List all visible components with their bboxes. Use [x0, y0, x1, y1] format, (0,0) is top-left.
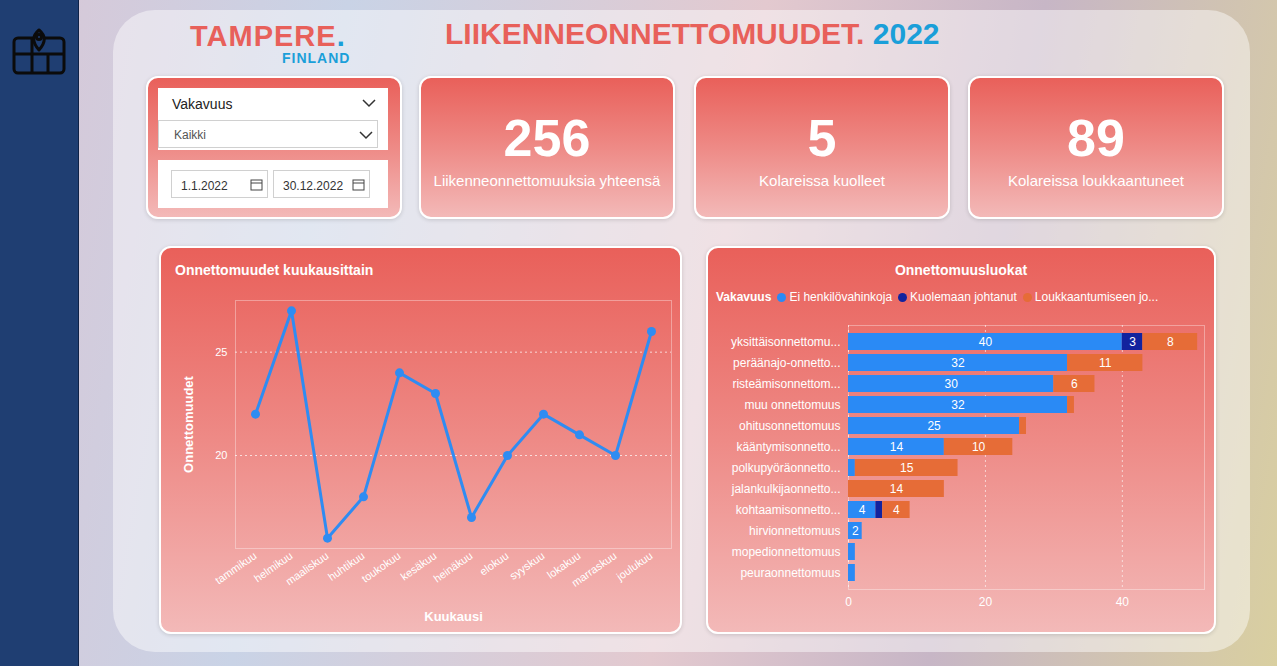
svg-text:40: 40 [1116, 595, 1130, 609]
svg-text:huhtikuu: huhtikuu [325, 549, 367, 583]
svg-text:20: 20 [215, 449, 227, 461]
html-text:FINLAND: FINLAND [282, 50, 351, 66]
svg-text:25: 25 [215, 346, 227, 358]
svg-text:tammikuu: tammikuu [213, 549, 259, 586]
svg-text:32: 32 [951, 398, 965, 412]
html-text:Ei henkilövahinkoja: Ei henkilövahinkoja [789, 290, 893, 304]
svg-text:8: 8 [1167, 335, 1174, 349]
svg-text:4: 4 [893, 503, 900, 517]
html-text:89: 89 [1067, 109, 1125, 167]
svg-text:peräänajo-onnetto...: peräänajo-onnetto... [733, 356, 840, 370]
svg-text:hirvionnettomuus: hirvionnettomuus [749, 524, 840, 538]
svg-text:20: 20 [979, 595, 993, 609]
svg-text:yksittäisonnettomu...: yksittäisonnettomu... [731, 335, 840, 349]
html-text:Kolareissa kuolleet: Kolareissa kuolleet [759, 172, 885, 189]
svg-text:14: 14 [890, 440, 904, 454]
html-text:Liikenneonnettomuuksia yhteens: Liikenneonnettomuuksia yhteensä [433, 172, 661, 189]
svg-text:risteämisonnettom...: risteämisonnettom... [732, 377, 840, 391]
svg-text:30: 30 [945, 377, 959, 391]
svg-text:maaliskuu: maaliskuu [283, 549, 330, 587]
html-text:Onnettomuusluokat: Onnettomuusluokat [894, 262, 1028, 278]
svg-text:4: 4 [859, 503, 866, 517]
html-text:TAMPERE.: TAMPERE. [190, 20, 346, 52]
svg-text:10: 10 [972, 440, 986, 454]
html-text:Onnettomuudet kuukausittain: Onnettomuudet kuukausittain [175, 262, 374, 278]
svg-text:11: 11 [1099, 356, 1112, 370]
html-text:Vakavuus: Vakavuus [716, 290, 772, 304]
svg-text:marraskuu: marraskuu [569, 549, 618, 589]
html-text:LIIKENNEONNETTOMUUDET. 2022: LIIKENNEONNETTOMUUDET. 2022 [445, 17, 940, 50]
svg-text:lokakuu: lokakuu [544, 549, 583, 581]
html-text:Vakavuus: Vakavuus [172, 96, 233, 112]
svg-text:2: 2 [852, 524, 859, 538]
svg-text:elokuu: elokuu [477, 549, 510, 577]
svg-text:14: 14 [890, 482, 904, 496]
svg-text:0: 0 [845, 595, 852, 609]
svg-text:toukokuu: toukokuu [359, 549, 402, 584]
svg-text:25: 25 [927, 419, 941, 433]
html-text:5: 5 [807, 109, 837, 167]
svg-text:helmikuu: helmikuu [251, 549, 295, 585]
svg-text:32: 32 [951, 356, 965, 370]
html-text:256: 256 [503, 109, 591, 167]
svg-text:6: 6 [1071, 377, 1078, 391]
svg-text:mopedionnettomuus: mopedionnettomuus [732, 545, 841, 559]
svg-text:joulukuu: joulukuu [613, 549, 654, 583]
svg-text:syyskuu: syyskuu [507, 549, 546, 582]
html-text:30.12.2022: 30.12.2022 [283, 179, 344, 193]
svg-text:kesäkuu: kesäkuu [398, 549, 439, 583]
html-text:Kolareissa loukkaantuneet: Kolareissa loukkaantuneet [1008, 172, 1184, 189]
svg-text:kääntymisonnetto...: kääntymisonnetto... [736, 440, 840, 454]
html-text:1.1.2022: 1.1.2022 [181, 179, 228, 193]
html-text:Loukkaantumiseen jo...: Loukkaantumiseen jo... [1034, 290, 1159, 304]
html-text:Kuolemaan johtanut: Kuolemaan johtanut [910, 290, 1017, 304]
svg-text:heinäkuu: heinäkuu [431, 549, 474, 584]
svg-text:40: 40 [979, 335, 993, 349]
svg-text:ohitusonnettomuus: ohitusonnettomuus [739, 419, 840, 433]
svg-text:muu onnettomuus: muu onnettomuus [744, 398, 840, 412]
svg-text:Kuukausi: Kuukausi [424, 609, 483, 624]
svg-text:15: 15 [900, 461, 914, 475]
svg-text:3: 3 [1129, 335, 1136, 349]
svg-text:kohtaamisonnetto...: kohtaamisonnetto... [736, 503, 841, 517]
html-text:Kaikki: Kaikki [174, 128, 206, 142]
svg-text:Onnettomuudet: Onnettomuudet [181, 375, 196, 472]
svg-text:jalankulkijaonnetto...: jalankulkijaonnetto... [731, 482, 841, 496]
svg-text:polkupyöräonnetto...: polkupyöräonnetto... [732, 461, 841, 475]
svg-text:peuraonnettomuus: peuraonnettomuus [740, 566, 840, 580]
